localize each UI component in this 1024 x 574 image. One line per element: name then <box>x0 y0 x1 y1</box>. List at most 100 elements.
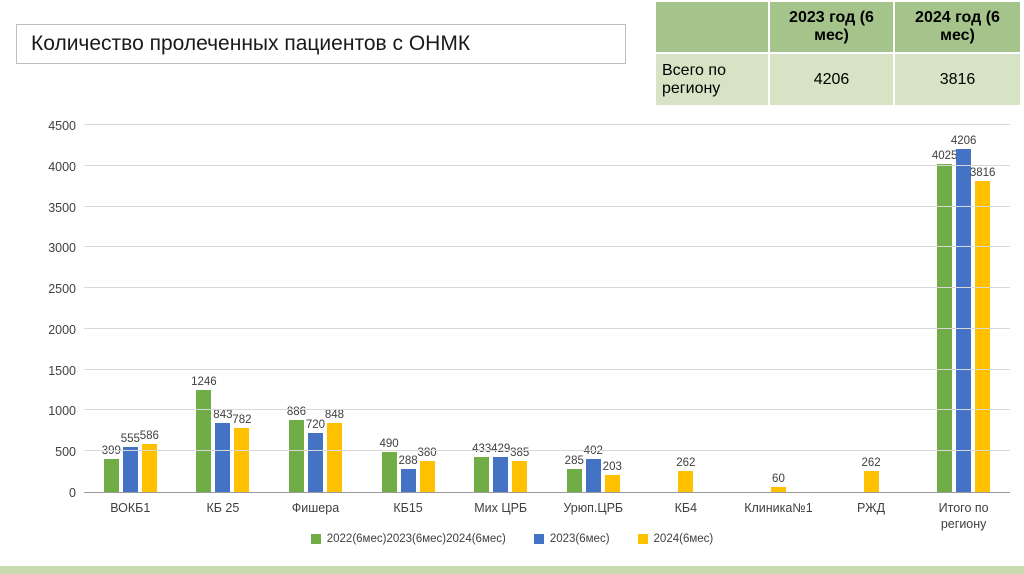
bar-value-label: 4206 <box>950 134 977 147</box>
y-tick-label: 3500 <box>48 200 76 215</box>
x-category-label: Клиника№1 <box>744 501 813 515</box>
bar: 380 <box>417 447 437 492</box>
y-tick-label: 2000 <box>48 322 76 337</box>
y-tick-label: 4500 <box>48 119 76 133</box>
table-value-2024: 3816 <box>893 52 1022 107</box>
bar-group: 4025 4206 3816 <box>917 126 1010 492</box>
bar: 262 <box>861 457 881 492</box>
bar-group: 433 429 385 <box>454 126 547 492</box>
bar-value-label: 782 <box>232 414 252 427</box>
gridline <box>84 327 1010 329</box>
bar-value-label: 203 <box>602 461 622 474</box>
legend-label: 2022(6мес)2023(6мес)2024(6мес) <box>326 533 506 545</box>
bar-value-label: 848 <box>324 408 345 421</box>
bar: 843 <box>213 409 232 492</box>
x-axis-labels: ВОКБ1 КБ 25 Фишера КБ15 Мих ЦРБ Урюп.ЦРБ КБ4 Кл… <box>84 500 1010 533</box>
legend-swatch-icon <box>310 534 321 544</box>
bar-value-label: 3816 <box>969 166 996 179</box>
bar-value-label: 285 <box>564 454 584 467</box>
bar: 262 <box>676 457 695 492</box>
gridline <box>84 246 1010 248</box>
bar: 385 <box>510 447 529 492</box>
bar-value-label: 4025 <box>931 149 958 162</box>
chart-legend: 2022(6мес)2023(6мес)2024(6мес) 2023(6мес)… <box>0 533 1024 545</box>
bar-value-label: 490 <box>379 438 399 451</box>
bar: 285 <box>565 455 584 492</box>
gridline <box>84 368 1010 370</box>
x-category-label: Итого по региону <box>938 501 989 532</box>
legend-label: 2024(6мес) <box>653 533 714 545</box>
y-tick-label: 500 <box>55 445 76 460</box>
legend-swatch-icon <box>637 534 648 544</box>
bar: 288 <box>398 455 418 492</box>
bar-value-label: 555 <box>120 432 140 445</box>
table-header-empty <box>654 0 770 54</box>
bar: 60 <box>770 473 786 492</box>
legend-label: 2023(6мес) <box>549 533 610 545</box>
gridline <box>84 450 1010 452</box>
x-category-label: Мих ЦРБ <box>474 501 528 515</box>
bar: 3816 <box>970 167 995 492</box>
y-tick-label: 4000 <box>48 159 76 174</box>
bar-group: 399 555 586 <box>84 126 177 492</box>
bar: 586 <box>140 430 159 492</box>
bar-group: 1246 843 782 <box>177 126 270 492</box>
gridline <box>84 205 1010 207</box>
bar: 399 <box>102 445 121 492</box>
legend-item: 2024(6мес) <box>637 533 714 545</box>
y-tick-label: 0 <box>69 486 76 500</box>
bar: 4206 <box>951 135 976 492</box>
y-tick-label: 1500 <box>48 363 76 378</box>
bar-group: 285402203 <box>547 126 640 492</box>
bar: 490 <box>379 438 399 492</box>
bar-value-label: 399 <box>101 445 121 458</box>
bar-value-label: 886 <box>286 405 307 418</box>
bar-value-label: 385 <box>510 446 530 459</box>
bar-group: 886 720 848 <box>269 126 362 492</box>
gridline <box>84 287 1010 289</box>
y-tick-label: 2500 <box>48 282 76 297</box>
bottom-accent-strip <box>0 566 1024 574</box>
x-category-label: РЖД <box>856 501 886 515</box>
y-axis: 0 500 1000 1500 2000 2500 3000 3500 4000 4500 <box>18 119 76 500</box>
y-tick-label: 1000 <box>48 404 76 419</box>
bar-value-label: 843 <box>213 409 233 422</box>
bar: 429 <box>491 443 510 492</box>
bar-value-label: 60 <box>772 473 785 486</box>
page-title: Количество пролеченных пациентов с ОНМК <box>31 32 471 55</box>
bar-value-label: 380 <box>417 447 437 460</box>
table-header-2024: 2024 год (6 мес) <box>893 0 1022 54</box>
gridline <box>84 409 1010 411</box>
bar-value-label: 262 <box>861 456 881 469</box>
table-value-2023: 4206 <box>768 52 895 107</box>
bar: 203 <box>603 461 622 492</box>
x-category-label: ВОКБ1 <box>110 501 151 515</box>
legend-item: 2022(6мес)2023(6мес)2024(6мес) <box>310 533 506 545</box>
x-category-label: КБ 25 <box>206 501 240 515</box>
y-tick-label: 3000 <box>48 241 76 256</box>
bar-value-label: 262 <box>676 456 696 469</box>
bar: 848 <box>325 409 344 492</box>
bar-group: 262 <box>640 126 733 492</box>
bar: 720 <box>306 419 325 492</box>
gridline <box>84 124 1010 125</box>
table-row-label: Всего по региону <box>654 52 770 107</box>
table-header-2023: 2023 год (6 мес) <box>768 0 895 54</box>
bar-value-label: 433 <box>472 442 492 455</box>
bar-group: 60 <box>732 126 825 492</box>
bar-value-label: 1246 <box>191 376 217 389</box>
bar-group: 262 <box>825 126 918 492</box>
x-category-label: Урюп.ЦРБ <box>563 501 624 515</box>
bar: 1246 <box>191 376 217 492</box>
bar-value-label: 720 <box>305 419 326 432</box>
bar-group: 490 288 380 <box>362 126 455 492</box>
gridline <box>84 164 1010 166</box>
x-category-label: КБ15 <box>393 501 423 515</box>
bar: 555 <box>121 433 140 492</box>
summary-table: 2023 год (6 мес) 2024 год (6 мес) Всего … <box>654 0 1022 107</box>
x-category-label: Фишера <box>291 501 340 515</box>
bar: 782 <box>232 414 251 492</box>
bar: 402 <box>584 445 603 492</box>
legend-swatch-icon <box>533 534 544 544</box>
x-category-label: КБ4 <box>674 501 698 515</box>
